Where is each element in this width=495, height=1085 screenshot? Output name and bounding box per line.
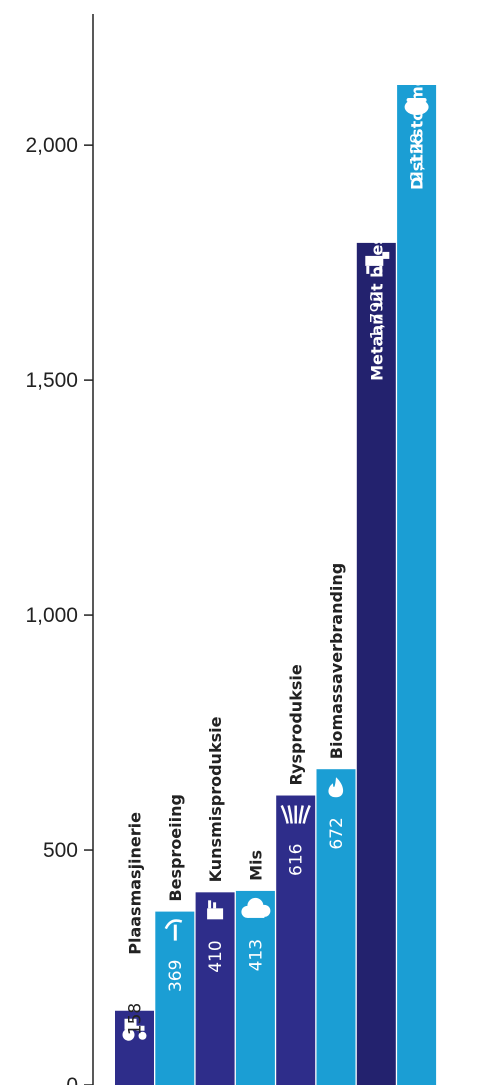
bar-value-label: 369: [166, 960, 186, 992]
bar-group: 616 Rysproduksie: [276, 664, 316, 1085]
bar: [356, 242, 396, 1085]
bar-category-label: Kunsmisproduksie: [206, 716, 225, 882]
bar: [276, 795, 316, 1085]
cloud-icon: [241, 897, 271, 918]
bar-category-label: Mis: [246, 850, 265, 881]
bar-value-label: 158: [126, 1003, 146, 1035]
bar-category-label: Plaasmasjinerie: [126, 812, 145, 955]
bar-group: 158 Plaasmasjinerie: [115, 812, 154, 1085]
bar: [316, 769, 356, 1085]
y-tick-label: 1,000: [25, 604, 78, 627]
bar-group: 672 Biomassaverbranding: [316, 563, 356, 1085]
pot-icon: [404, 98, 429, 115]
bar-group: 413 Mis: [235, 850, 275, 1085]
bar-group: 410 Kunsmisproduksie: [195, 716, 235, 1085]
bar-category-label: Biomassaverbranding: [327, 563, 346, 759]
sprinkler-icon: [164, 919, 183, 941]
bar-category-label: Distikstofmonoksied uit bees-enteriese f…: [408, 0, 427, 190]
rice-plant-icon: [280, 805, 311, 824]
bar-value-label: 2,128: [408, 133, 428, 182]
bar-value-label: 413: [246, 939, 266, 971]
bar-group: 369 Besproeiing: [155, 794, 195, 1085]
bars: 158 Plaasmasjinerie 369 Besproeiing 410 Kunsm…: [115, 0, 437, 1085]
bar-group: 2,128Distikstofmonoksied uit bees-enteri…: [397, 0, 437, 1085]
bar-category-label: Besproeiing: [166, 794, 185, 902]
bar-category-label: Rysproduksie: [287, 664, 306, 785]
bar: [235, 890, 275, 1085]
bar-value-label: 1,792: [367, 291, 387, 340]
y-tick-label: 2,000: [25, 134, 78, 157]
bar-value-label: 616: [287, 844, 307, 876]
factory-icon: [207, 900, 224, 920]
fire-icon: [328, 777, 344, 798]
cow-icon: [365, 251, 390, 274]
bar: [195, 892, 235, 1085]
y-tick-label: 500: [43, 839, 78, 862]
tractor-icon: [122, 1018, 147, 1041]
y-axis-ticks: 0 500 1,000 1,500 2,000: [25, 134, 93, 1085]
y-tick-label: 1,500: [25, 369, 78, 392]
y-tick-label: 0: [66, 1074, 78, 1085]
bar-value-label: 410: [206, 940, 226, 972]
bar-value-label: 672: [327, 817, 347, 849]
bar-category-label: Metaan uit beesmisbemesting: [367, 108, 386, 381]
bar: [397, 85, 437, 1085]
